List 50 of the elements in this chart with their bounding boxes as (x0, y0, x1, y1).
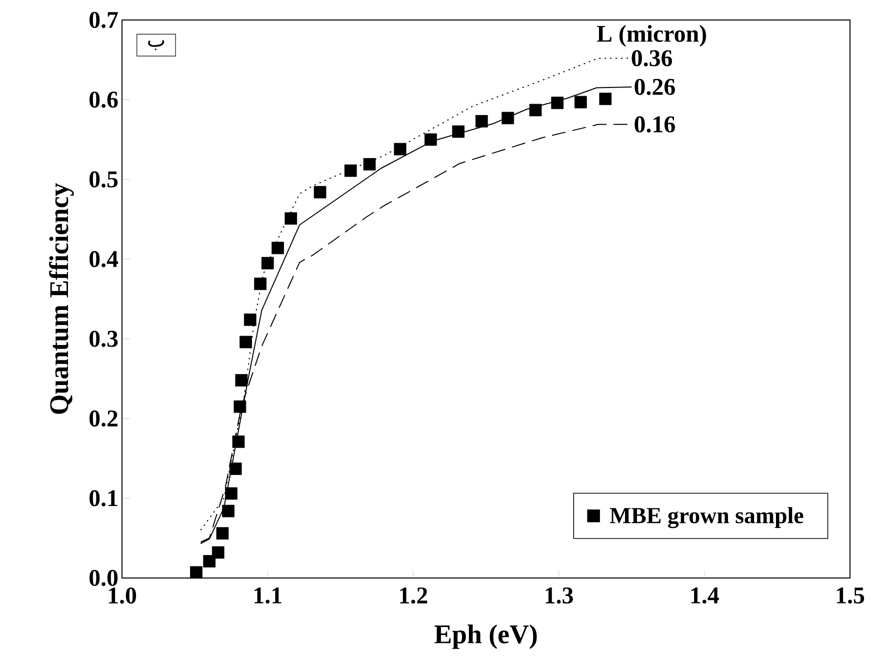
x-tick-label: 1.2 (400, 587, 428, 604)
point (234, 400, 246, 413)
point (240, 336, 252, 348)
point (363, 158, 376, 170)
point (261, 256, 274, 270)
point (314, 186, 326, 198)
point (599, 92, 612, 106)
legend-title: L (micron) (596, 25, 706, 47)
point (424, 133, 437, 146)
point (229, 462, 242, 475)
x-tick-label: 1.5 (836, 587, 864, 604)
x-tick-label: 1.4 (691, 587, 719, 604)
point (235, 374, 248, 386)
x-tick-label: 1.1 (254, 587, 282, 604)
x-tick-label: 1.0 (108, 587, 136, 604)
x-axis-title: Eph (eV) (434, 624, 537, 649)
y-tick-label: 0.0 (90, 570, 118, 586)
point (452, 125, 465, 138)
point (244, 314, 256, 326)
legend-label: MBE grown sample (610, 507, 804, 528)
point (203, 555, 216, 568)
point (272, 242, 284, 254)
series-label: 0.16 (634, 116, 675, 133)
point (254, 278, 267, 290)
x-tick-label: 1.3 (546, 587, 573, 604)
series-label: 0.26 (634, 78, 675, 96)
point (225, 487, 238, 500)
point (232, 435, 245, 448)
y-tick-label: 0.3 (90, 330, 118, 347)
point (222, 504, 234, 518)
y-axis-title: Quantum Efficiency (49, 183, 74, 414)
series-label: 0.36 (632, 50, 672, 66)
point (529, 104, 542, 116)
y-tick-label: 0.5 (90, 171, 118, 188)
point (190, 566, 202, 579)
point (475, 115, 488, 128)
point (212, 546, 224, 559)
point (216, 527, 229, 540)
annotation: ب (148, 40, 164, 50)
point (344, 164, 357, 177)
y-tick-label: 0.2 (90, 410, 118, 427)
y-tick-label: 0.4 (90, 251, 118, 268)
point (574, 96, 587, 108)
point (551, 96, 564, 110)
y-tick-label: 0.6 (90, 92, 118, 108)
y-tick-label: 0.1 (90, 490, 118, 506)
point (394, 142, 406, 156)
point (284, 212, 298, 225)
y-tick-label: 0.7 (90, 12, 118, 28)
point (502, 112, 514, 124)
